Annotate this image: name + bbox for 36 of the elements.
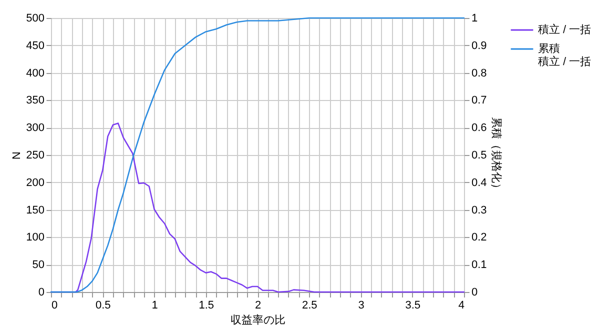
y-tick-label: 500 [26,12,44,24]
y2-axis-title: 累積（規格化） [490,117,502,194]
y-tick-label: 250 [26,150,44,162]
y2-tick-label: 0.9 [472,40,487,52]
x-tick-label: 2.5 [302,300,318,312]
y-tick-label: 50 [32,259,44,272]
y-tick-label: 0 [38,286,44,298]
legend-label: 累積積立 / 一括 [538,43,592,68]
y2-tick-label: 0.4 [472,176,487,189]
y2-tick-label: 0.8 [472,67,487,80]
y2-tick-label: 0.3 [472,204,487,216]
x-tick-label: 0 [52,300,58,312]
y2-tick-label: 0.1 [472,259,487,272]
x-tick-label: 1 [152,300,158,312]
y-tick-label: 400 [26,67,44,80]
y-tick-label: 150 [26,204,44,216]
y-axis-title: N [11,151,24,160]
y2-tick-label: 0.2 [472,232,487,244]
y2-tick-label: 0.7 [472,94,487,107]
y-tick-label: 300 [26,122,44,134]
x-tick-label: 3 [358,300,364,312]
x-tick-label: 4 [458,300,464,312]
x-tick-label: 1.5 [198,300,214,312]
y2-tick-label: 1 [472,12,478,24]
legend-label: 積立 / 一括 [538,23,592,36]
y-tick-label: 100 [26,232,44,244]
y-tick-label: 350 [26,94,44,107]
x-tick-label: 0.5 [95,300,111,312]
x-tick-label: 3.5 [405,300,421,312]
y2-tick-label: 0.6 [472,122,487,134]
y-tick-label: 200 [26,176,44,189]
x-axis-title: 収益率の比 [230,314,286,326]
y2-tick-label: 0 [472,286,478,298]
y-tick-label: 450 [26,40,44,52]
y2-tick-label: 0.5 [472,150,487,162]
x-tick-label: 2 [254,300,262,312]
